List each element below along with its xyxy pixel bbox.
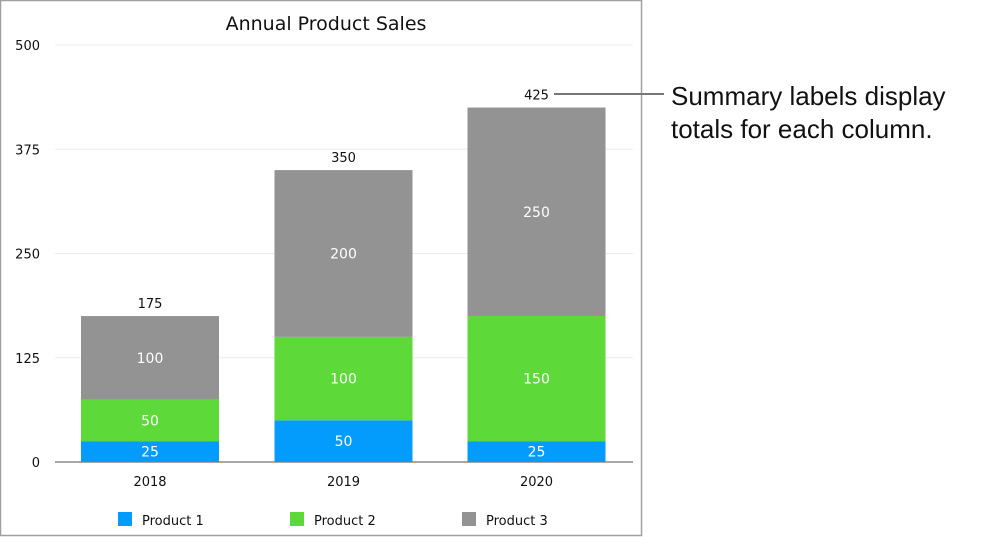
y-tick-label: 375 — [15, 143, 40, 158]
bar-segment — [467, 441, 606, 462]
bar-value-label: 150 — [523, 372, 550, 388]
bar-segment — [274, 170, 413, 337]
bar-value-label: 50 — [141, 413, 159, 429]
legend-label: Product 2 — [314, 514, 376, 529]
chart-title: Annual Product Sales — [226, 13, 427, 35]
bar-total-label: 350 — [331, 151, 356, 166]
bar-segment — [81, 441, 219, 462]
bar-value-label: 100 — [137, 351, 164, 367]
bar-total-label: 425 — [524, 89, 549, 104]
x-tick-label: 2018 — [133, 475, 166, 490]
bar-value-label: 50 — [335, 434, 353, 450]
bar-value-label: 250 — [523, 205, 550, 221]
bar-segment — [81, 316, 219, 400]
callout-line-2: totals for each column. — [671, 114, 933, 144]
bar-segment — [81, 399, 219, 442]
bar-value-label: 25 — [141, 445, 159, 461]
x-tick-label: 2019 — [327, 475, 360, 490]
x-tick-label: 2020 — [520, 475, 553, 490]
bar-segment — [274, 336, 413, 421]
y-tick-label: 500 — [15, 39, 40, 54]
callout-annotation: Summary labels display totals for each c… — [671, 80, 946, 146]
y-tick-label: 125 — [15, 352, 40, 367]
legend-label: Product 1 — [142, 514, 204, 529]
bar-value-label: 100 — [330, 372, 357, 388]
bar-segment — [274, 420, 413, 462]
callout-line-1: Summary labels display — [671, 81, 946, 111]
legend-swatch — [462, 512, 476, 526]
bar-total-label: 175 — [138, 297, 163, 312]
bar-segment — [467, 316, 606, 442]
y-tick-label: 0 — [32, 456, 40, 471]
y-tick-label: 250 — [15, 248, 40, 263]
bar-segment — [467, 107, 606, 317]
legend-swatch — [118, 512, 132, 526]
bar-value-label: 25 — [528, 445, 546, 461]
legend-swatch — [290, 512, 304, 526]
bar-value-label: 200 — [330, 247, 357, 263]
legend-label: Product 3 — [486, 514, 548, 529]
